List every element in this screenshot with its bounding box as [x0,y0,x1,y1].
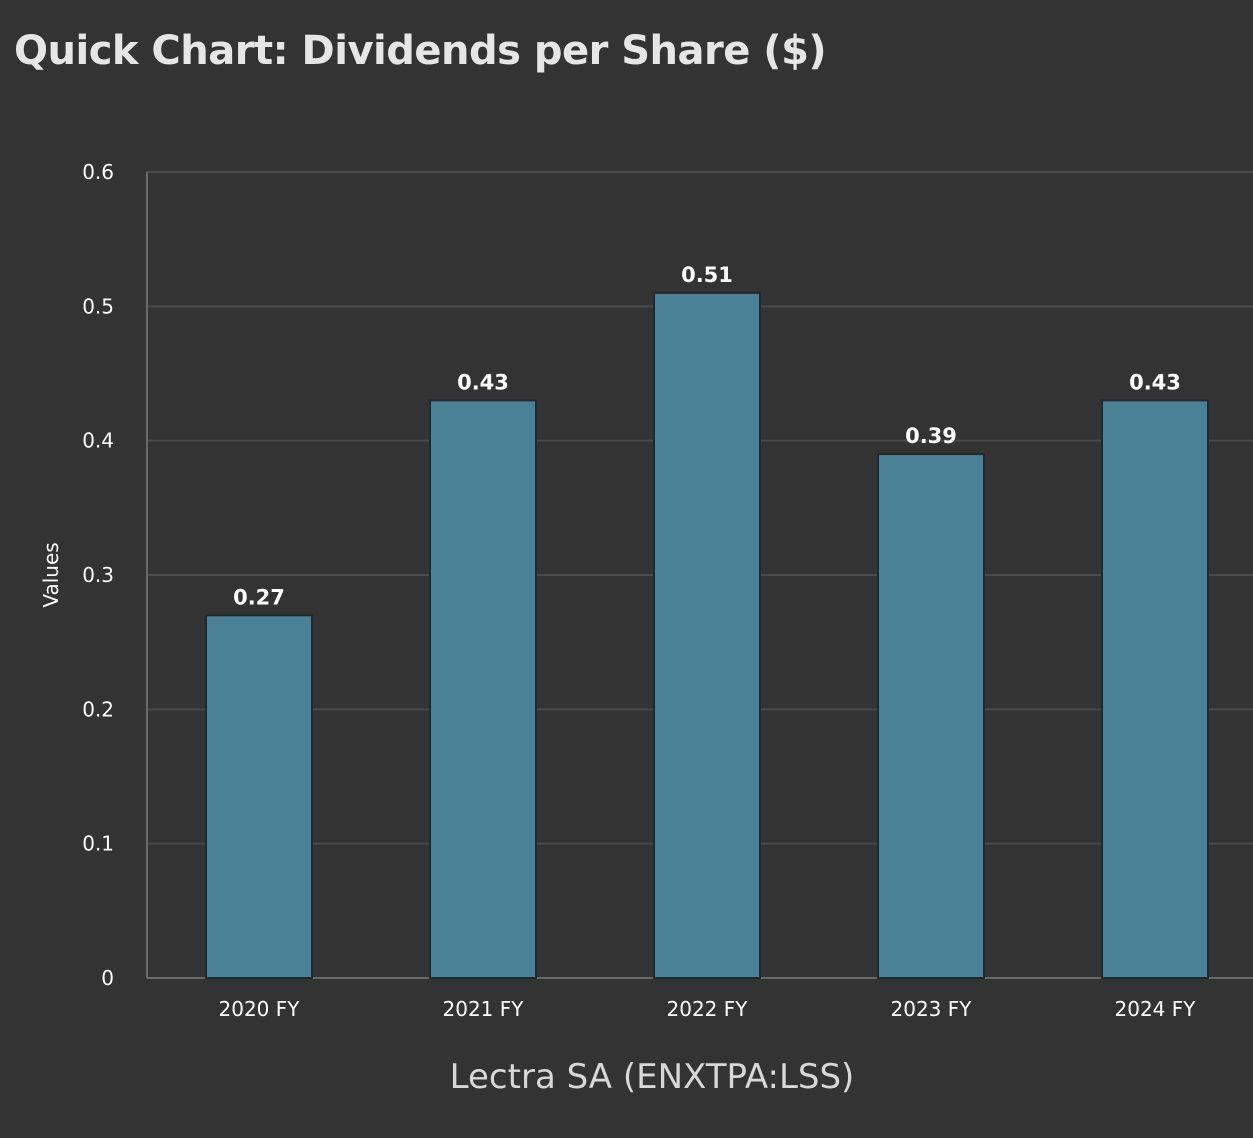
y-tick-label: 0.5 [82,294,114,318]
x-tick-label: 2021 FY [443,997,525,1021]
bars [205,291,1209,980]
data-labels: 0.27 0.43 0.51 0.39 0.43 [233,263,1181,609]
y-tick-label: 0.2 [82,697,114,721]
x-tick-label: 2024 FY [1115,997,1197,1021]
y-tick-label: 0.6 [82,160,114,184]
x-tick-label: 2020 FY [219,997,301,1021]
bar [429,399,537,980]
y-axis-label: Values [39,542,63,607]
chart-title: Quick Chart: Dividends per Share ($) [14,28,827,74]
data-label: 0.27 [233,585,285,609]
y-tick-label: 0.1 [82,832,114,856]
data-label: 0.43 [457,370,509,394]
data-label: 0.43 [1129,370,1181,394]
y-tick-labels: 0 0.1 0.2 0.3 0.4 0.5 0.6 [82,160,114,990]
y-tick-label: 0.4 [82,429,114,453]
x-axis-title: Lectra SA (ENXTPA:LSS) [450,1057,855,1097]
data-label: 0.39 [905,424,957,448]
bar [877,453,985,980]
x-tick-labels: 2020 FY 2021 FY 2022 FY 2023 FY 2024 FY [219,997,1197,1021]
x-tick-label: 2022 FY [667,997,749,1021]
x-tick-label: 2023 FY [891,997,973,1021]
bar [1101,399,1209,980]
data-label: 0.51 [681,263,733,287]
bar [653,291,761,979]
y-tick-label: 0.3 [82,563,114,587]
bar [205,614,313,979]
y-tick-label: 0 [101,966,114,990]
